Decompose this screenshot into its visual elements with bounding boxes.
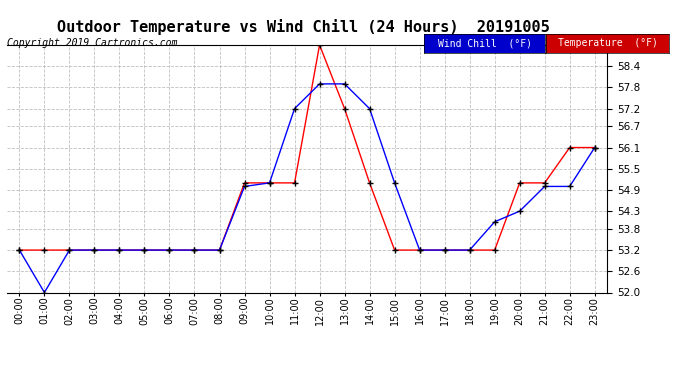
Text: Wind Chill  (°F): Wind Chill (°F) [437,38,532,48]
Text: Copyright 2019 Cartronics.com: Copyright 2019 Cartronics.com [7,38,177,48]
Text: Temperature  (°F): Temperature (°F) [558,38,658,48]
Text: Outdoor Temperature vs Wind Chill (24 Hours)  20191005: Outdoor Temperature vs Wind Chill (24 Ho… [57,19,550,35]
